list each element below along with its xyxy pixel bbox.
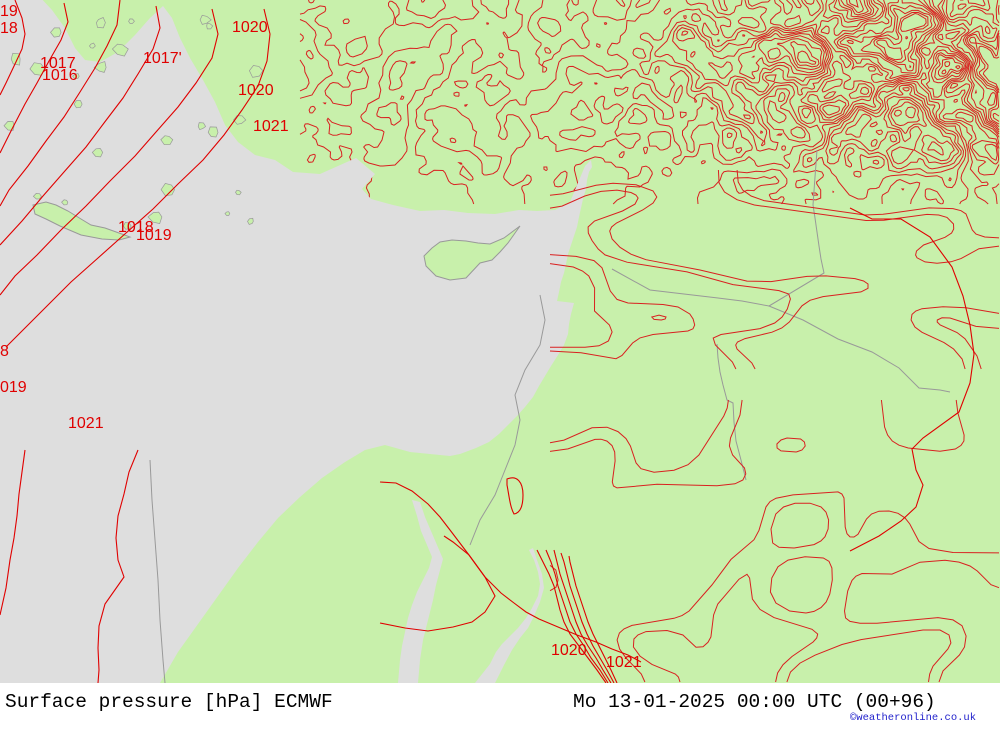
svg-text:1020: 1020 xyxy=(232,19,268,36)
svg-text:1021: 1021 xyxy=(253,118,289,135)
svg-text:1021: 1021 xyxy=(606,654,642,671)
svg-text:1017': 1017' xyxy=(143,50,182,67)
svg-text:1020: 1020 xyxy=(551,642,587,659)
svg-text:1021: 1021 xyxy=(68,415,104,432)
svg-text:1019: 1019 xyxy=(136,227,172,244)
svg-text:18: 18 xyxy=(0,20,18,37)
svg-text:19: 19 xyxy=(0,3,18,20)
svg-text:019: 019 xyxy=(0,379,27,396)
svg-text:8: 8 xyxy=(0,343,9,360)
svg-text:1016: 1016 xyxy=(42,67,78,84)
svg-text:1020: 1020 xyxy=(238,82,274,99)
